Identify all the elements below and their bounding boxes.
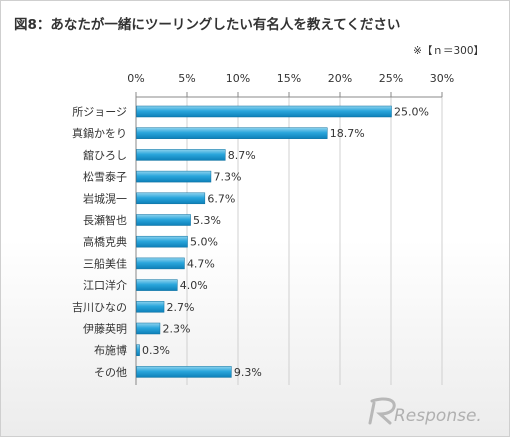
bar	[136, 192, 206, 205]
value-label: 2.7%	[167, 301, 195, 314]
category-label: 所ジョージ	[72, 106, 127, 119]
response-logo: Response.	[368, 397, 482, 426]
sample-size-note: ※【ｎ＝300】	[413, 45, 484, 57]
bar	[136, 344, 140, 356]
category-label: 三船美佳	[83, 256, 127, 270]
value-label: 6.7%	[207, 192, 235, 205]
bar	[136, 366, 232, 378]
category-label: 長瀬智也	[83, 213, 127, 227]
label-layer: 0% 5% 10% 15% 20% 25% 30% 所ジョージ 25.0% 真鍋かをり 18.7% 舘…	[72, 72, 454, 379]
category-label: 布施博	[94, 344, 127, 357]
bar	[136, 235, 188, 248]
x-tick-label: 25%	[379, 72, 403, 85]
x-tick-label: 10%	[226, 72, 250, 85]
value-label: 25.0%	[394, 106, 429, 119]
bar-layer	[136, 105, 392, 378]
value-label: 18.7%	[330, 127, 365, 140]
x-tick-label: 20%	[328, 72, 352, 85]
chart-title: 図8：あなたが一緒にツーリングしたい有名人を教えてください	[14, 17, 401, 33]
bar	[136, 322, 161, 335]
category-label: 岩城滉一	[83, 191, 127, 205]
bar	[136, 105, 392, 118]
category-label: その他	[94, 366, 127, 379]
value-label: 2.3%	[162, 323, 190, 336]
value-label: 0.3%	[142, 344, 170, 357]
value-label: 9.3%	[234, 366, 262, 379]
value-label: 5.0%	[190, 236, 218, 249]
bar	[136, 170, 212, 183]
bar	[136, 214, 191, 226]
value-label: 4.0%	[180, 279, 208, 292]
x-tick-label: 15%	[277, 72, 301, 85]
category-label: 吉川ひなの	[72, 301, 127, 314]
x-tick-label: 5%	[178, 72, 195, 85]
bar	[136, 279, 178, 291]
bar	[136, 149, 226, 161]
x-tick-label: 0%	[127, 72, 144, 85]
category-label: 真鍋かをり	[72, 126, 127, 140]
value-label: 4.7%	[187, 257, 215, 270]
category-label: 江口洋介	[83, 278, 127, 292]
category-label: 松雪泰子	[83, 170, 127, 184]
bar	[136, 127, 328, 139]
bar	[136, 257, 185, 270]
value-label: 8.7%	[228, 149, 256, 162]
value-label: 7.3%	[213, 171, 241, 184]
category-label: 高橋克典	[83, 235, 127, 249]
x-tick-label: 30%	[430, 72, 454, 85]
category-label: 舘ひろし	[83, 148, 127, 162]
logo-wordmark: Response.	[394, 406, 482, 426]
category-label: 伊藤英明	[83, 322, 127, 336]
bar	[136, 301, 165, 313]
value-label: 5.3%	[193, 214, 221, 227]
